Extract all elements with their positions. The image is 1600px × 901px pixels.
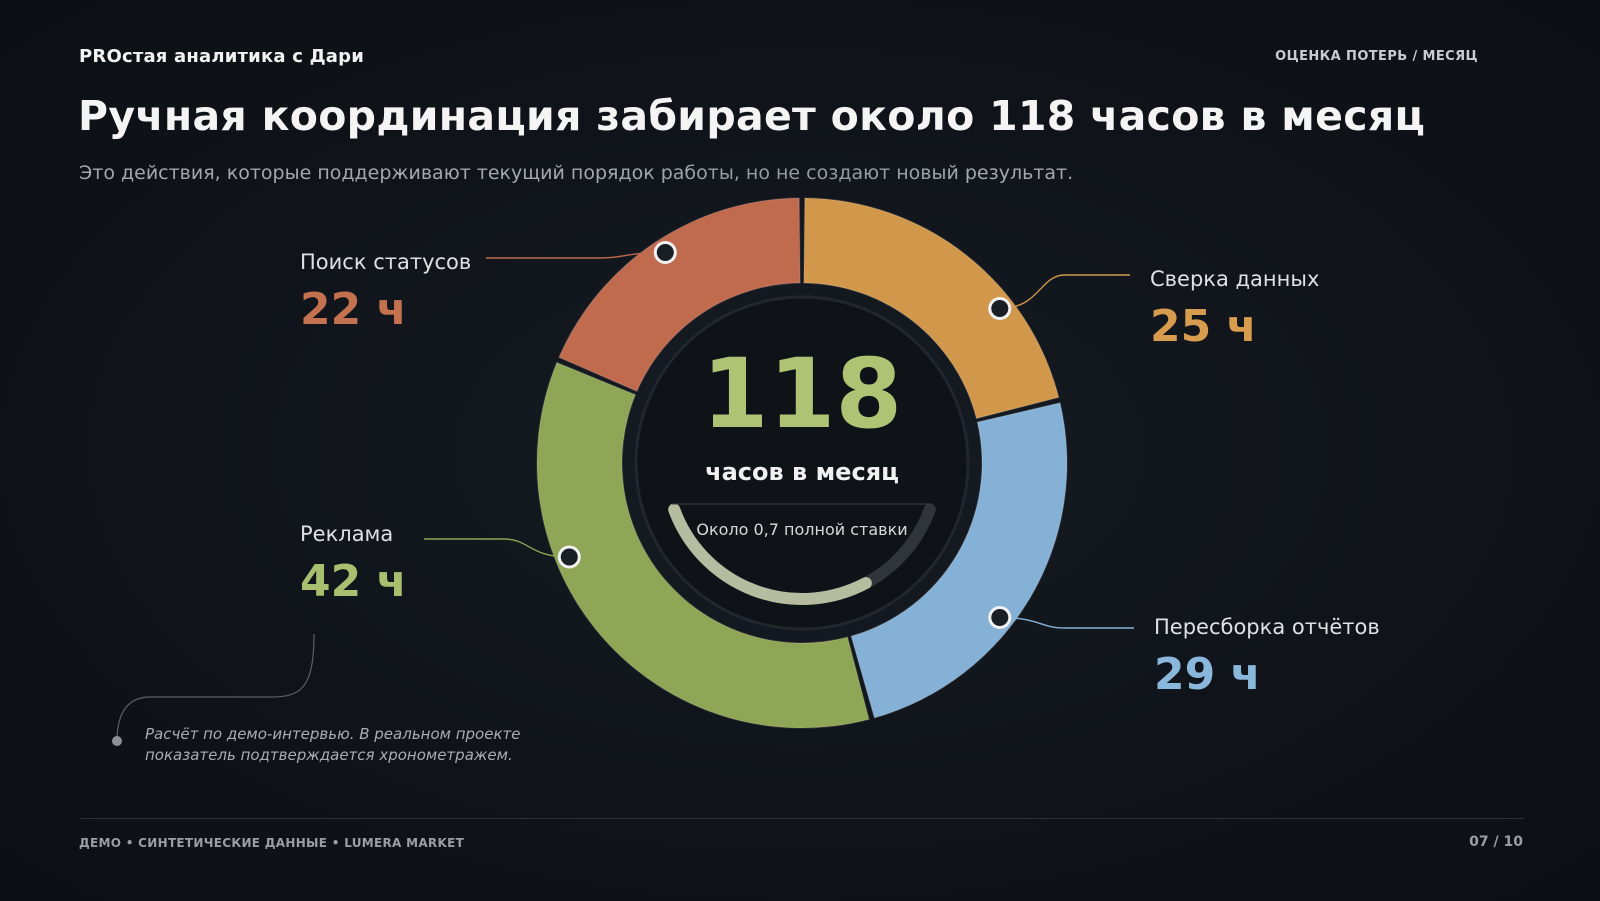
center-unit-label: часов в месяц (705, 458, 899, 486)
segment-value-data-check: 25 ч (1150, 301, 1257, 352)
footnote-line-2: показатель подтверждается хронометражем. (145, 746, 513, 764)
segment-value-status-search: 22 ч (300, 284, 407, 335)
segment-report-rebuild (850, 401, 1068, 719)
brand-title: PROстая аналитика с Дари (79, 46, 365, 67)
segment-label-status-search: Поиск статусов (300, 250, 472, 274)
page-number: 07 / 10 (1469, 834, 1523, 850)
center-fte-note: Около 0,7 полной ставки (696, 520, 908, 539)
donut-segments (536, 197, 1068, 729)
slide-title: Ручная координация забирает около 118 ча… (78, 92, 1426, 140)
callout-marker-data-check (988, 296, 1012, 320)
footnote: Расчёт по демо-интервью. В реальном прое… (145, 724, 520, 766)
segment-label-data-check: Сверка данных (1150, 267, 1320, 291)
footnote-line-1: Расчёт по демо-интервью. В реальном прое… (145, 725, 521, 743)
footer-divider (79, 818, 1523, 819)
callout-lines (424, 240, 1134, 630)
footer-source: ДЕМО • СИНТЕТИЧЕСКИЕ ДАННЫЕ • LUMERA MAR… (79, 836, 465, 850)
callout-marker-status-search (653, 240, 677, 264)
callout-line-data-check (999, 274, 1130, 310)
segment-ads (536, 361, 870, 729)
segment-value-ads: 42 ч (300, 556, 407, 607)
callout-marker-ads (557, 545, 581, 569)
segment-status-search (557, 197, 801, 393)
section-tag: ОЦЕНКА ПОТЕРЬ / МЕСЯЦ (1275, 49, 1478, 64)
segment-data-check (803, 197, 1060, 420)
callout-line-ads (424, 538, 570, 558)
donut-inner-disc (634, 295, 970, 631)
fte-gauge-fill (668, 503, 872, 605)
segment-value-report-rebuild: 29 ч (1154, 649, 1261, 700)
callout-marker-report-rebuild (988, 606, 1012, 630)
segment-label-report-rebuild: Пересборка отчётов (1154, 615, 1380, 639)
callout-line-status-search (486, 251, 666, 259)
segment-label-ads: Реклама (300, 522, 394, 546)
callout-line-report-rebuild (999, 616, 1134, 629)
center-total-value: 118 (701, 338, 903, 450)
